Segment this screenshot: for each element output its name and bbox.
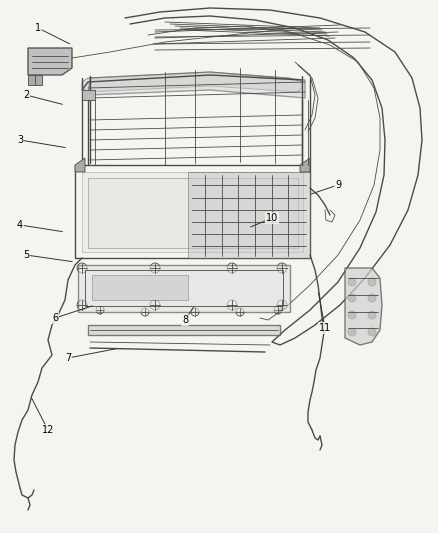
- Polygon shape: [28, 75, 42, 85]
- Polygon shape: [78, 265, 290, 312]
- Text: 1: 1: [35, 23, 41, 33]
- Polygon shape: [82, 90, 95, 100]
- Circle shape: [348, 294, 356, 302]
- Circle shape: [368, 311, 376, 319]
- Polygon shape: [92, 275, 188, 300]
- Polygon shape: [28, 48, 72, 75]
- Polygon shape: [188, 172, 310, 258]
- Circle shape: [348, 328, 356, 336]
- Circle shape: [368, 278, 376, 286]
- Polygon shape: [88, 325, 280, 335]
- Circle shape: [348, 311, 356, 319]
- Circle shape: [368, 294, 376, 302]
- Text: 8: 8: [182, 315, 188, 325]
- Polygon shape: [345, 268, 382, 345]
- Polygon shape: [75, 158, 85, 172]
- Text: 3: 3: [17, 135, 23, 145]
- Text: 9: 9: [335, 180, 341, 190]
- Text: 12: 12: [42, 425, 54, 435]
- Circle shape: [368, 328, 376, 336]
- Polygon shape: [88, 72, 305, 98]
- Text: 2: 2: [23, 90, 29, 100]
- Text: 5: 5: [23, 250, 29, 260]
- Text: 6: 6: [52, 313, 58, 323]
- Text: 11: 11: [319, 323, 331, 333]
- Text: 7: 7: [65, 353, 71, 363]
- Polygon shape: [82, 72, 302, 92]
- Text: 10: 10: [266, 213, 278, 223]
- Circle shape: [348, 278, 356, 286]
- Polygon shape: [300, 158, 310, 172]
- Polygon shape: [82, 172, 303, 252]
- Text: 4: 4: [17, 220, 23, 230]
- Polygon shape: [88, 178, 298, 248]
